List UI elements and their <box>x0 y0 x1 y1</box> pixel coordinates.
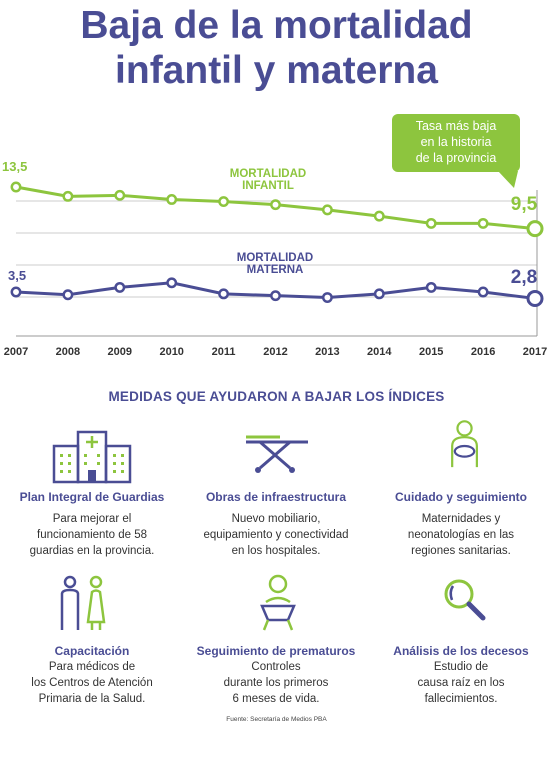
data-point <box>425 217 437 229</box>
callout-pointer <box>498 171 518 188</box>
data-point <box>10 181 22 193</box>
x-tick-label: 2011 <box>212 346 236 358</box>
series-label: MORTALIDAD <box>230 168 306 180</box>
x-tick-label: 2016 <box>471 346 495 358</box>
measure-title: Cuidado y seguimiento <box>394 490 527 504</box>
measure-infraestructura: Obras de infraestructura Nuevo mobiliari… <box>184 420 368 570</box>
series-label: MATERNA <box>247 264 304 276</box>
data-point <box>218 288 230 300</box>
measure-title: Seguimiento de prematuros <box>196 644 356 658</box>
measure-description: Para mejorar el funcionamiento de 58 guard… <box>29 513 155 557</box>
page-title-line-2: infantil y materna <box>115 49 438 92</box>
measure-description: Para médicos de los Centros de Atención Pr… <box>31 661 153 705</box>
measure-capacitacion: Capacitación Para médicos de los Centros … <box>0 572 184 712</box>
data-point <box>166 194 178 205</box>
magnifier-icon <box>444 579 486 621</box>
measure-guardias: Plan Integral de Guardias Para mejorar e… <box>0 420 184 570</box>
data-point <box>166 277 178 289</box>
data-point <box>477 286 489 298</box>
x-tick-label: 2007 <box>4 346 28 358</box>
x-tick-label: 2015 <box>419 346 443 358</box>
page-title-line-1: Baja de la mortalidad <box>80 4 473 47</box>
stretcher-icon <box>246 435 308 473</box>
data-point <box>373 288 385 300</box>
data-point <box>321 292 333 303</box>
data-point <box>218 196 230 208</box>
callout-line-1: Tasa más baja <box>415 119 497 133</box>
measure-description: Nuevo mobiliario, equipamiento y conectiv… <box>203 513 349 557</box>
measure-description: Estudio de causa raíz en los fallecimiento… <box>417 661 505 705</box>
data-point <box>270 199 281 211</box>
series-label: MORTALIDAD <box>237 252 313 264</box>
x-tick-label: 2009 <box>108 346 132 358</box>
measure-title: Plan Integral de Guardias <box>19 490 165 504</box>
measure-cuidado: Cuidado y seguimiento Maternidades y neon… <box>369 420 553 570</box>
series-label: INFANTIL <box>242 180 294 192</box>
measure-prematuros: Seguimiento de prematuros Controles duran… <box>184 572 368 712</box>
data-point <box>62 190 74 202</box>
source-note: Fuente: Secretaría de Medios PBA <box>226 716 327 723</box>
data-label-last: 9,5 <box>511 194 538 215</box>
data-point <box>270 290 281 302</box>
x-tick-label: 2012 <box>263 346 287 358</box>
data-label-first: 3,5 <box>8 268 26 283</box>
measure-title: Obras de infraestructura <box>205 490 347 504</box>
measure-description: Maternidades y neonatologías en las region… <box>407 513 515 557</box>
section-title: MEDIDAS QUE AYUDARON A BAJAR LOS ÍNDICES <box>108 389 445 404</box>
baby-icon <box>260 574 296 631</box>
data-point <box>477 217 489 229</box>
data-point <box>321 204 333 216</box>
callout-line-3: de la provincia <box>415 151 497 165</box>
measure-description: Controles durante los primeros 6 meses de … <box>223 661 329 705</box>
doctors-icon <box>60 575 106 630</box>
mother-baby-icon <box>451 420 478 468</box>
x-tick-label: 2010 <box>159 346 183 358</box>
data-point <box>373 210 385 222</box>
data-label-first: 13,5 <box>2 159 27 174</box>
x-tick-label: 2013 <box>315 346 339 358</box>
data-point <box>526 289 544 307</box>
measure-title: Capacitación <box>54 644 130 658</box>
data-point <box>62 289 74 301</box>
data-label-last: 2,8 <box>511 267 537 288</box>
measure-decesos: Análisis de los decesos Estudio de causa … <box>369 572 553 712</box>
data-point <box>114 281 126 293</box>
x-tick-label: 2014 <box>367 346 392 358</box>
data-point <box>10 286 22 298</box>
hospital-icon <box>52 430 132 484</box>
callout-line-2: en la historia <box>420 135 492 149</box>
record-low-callout: Tasa más baja en la historia de la provi… <box>392 114 520 172</box>
data-point <box>114 189 126 201</box>
data-point <box>425 281 437 293</box>
x-tick-label: 2008 <box>56 346 80 358</box>
measure-title: Análisis de los decesos <box>393 644 529 658</box>
x-tick-label: 2017 <box>523 346 547 358</box>
data-point <box>526 220 544 238</box>
